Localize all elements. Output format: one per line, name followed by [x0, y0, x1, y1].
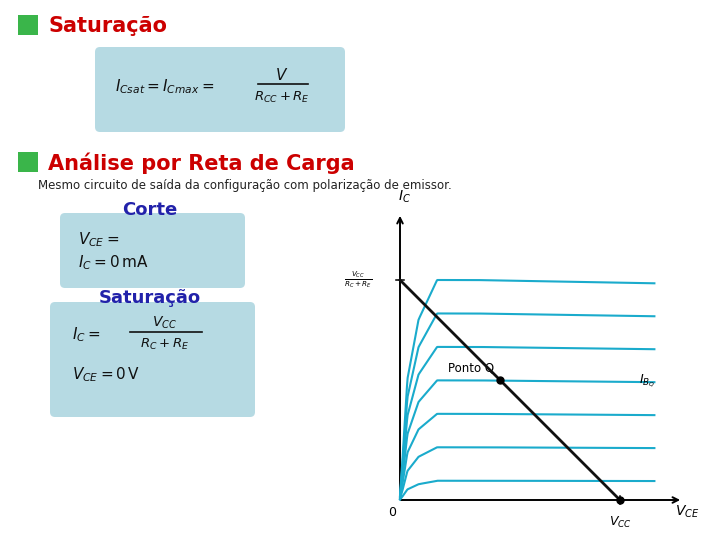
Text: Análise por Reta de Carga: Análise por Reta de Carga [48, 152, 355, 174]
Text: $I_C =$: $I_C =$ [72, 326, 101, 345]
Text: Ponto Q: Ponto Q [449, 361, 495, 374]
Bar [18, 15, 38, 35]
Text: $I_C = 0\,\mathrm{mA}$: $I_C = 0\,\mathrm{mA}$ [78, 254, 148, 272]
FancyBboxPatch shape [95, 47, 345, 132]
FancyBboxPatch shape [50, 302, 255, 417]
Text: $I_{B_Q}$: $I_{B_Q}$ [639, 372, 655, 389]
Text: Corte: Corte [122, 201, 178, 219]
Text: $I_C$: $I_C$ [397, 188, 410, 205]
Text: $\frac{V_{CC}}{R_C+R_E}$: $\frac{V_{CC}}{R_C+R_E}$ [344, 269, 372, 291]
Text: Mesmo circuito de saída da configuração com polarização de emissor.: Mesmo circuito de saída da configuração … [38, 179, 451, 192]
Text: $I_{Csat} = I_{Cmax} =$: $I_{Csat} = I_{Cmax} =$ [115, 78, 214, 96]
Text: $V_{CE} = 0\,\mathrm{V}$: $V_{CE} = 0\,\mathrm{V}$ [72, 366, 140, 384]
FancyBboxPatch shape [60, 213, 245, 288]
Text: $V_{CE} =$: $V_{CE} =$ [78, 231, 120, 249]
Text: $R_{CC}+R_E$: $R_{CC}+R_E$ [254, 90, 310, 105]
Text: $R_C+R_E$: $R_C+R_E$ [140, 336, 189, 352]
Text: $0$: $0$ [388, 505, 397, 518]
Text: $V_{CE}$: $V_{CE}$ [675, 504, 699, 520]
Text: $V_{CC}$: $V_{CC}$ [153, 315, 178, 331]
Text: Saturação: Saturação [99, 289, 201, 307]
Text: Saturação: Saturação [48, 16, 167, 36]
Text: $V_{CC}$: $V_{CC}$ [608, 515, 631, 530]
Text: $V$: $V$ [275, 67, 289, 83]
Bar [18, 152, 38, 172]
